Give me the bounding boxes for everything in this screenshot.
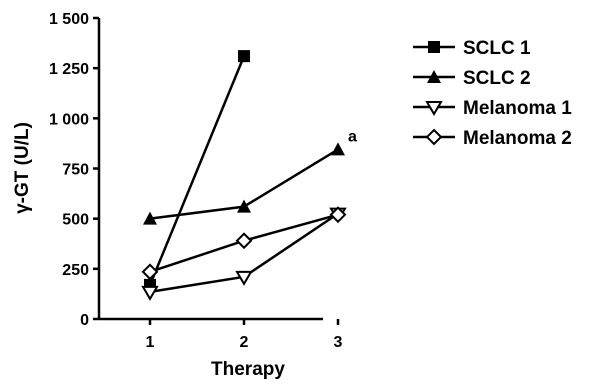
x-tick-label: 1 (146, 334, 155, 351)
series-line-sclc-1 (148, 55, 246, 286)
point-melanoma-1 (235, 270, 253, 286)
legend-marker-sclc-1 (428, 41, 440, 53)
y-tick-label: 1 000 (49, 111, 89, 128)
plot-lines (148, 55, 339, 294)
legend-marker-melanoma-2 (425, 128, 443, 146)
legend-label-melanoma-2: Melanoma 2 (463, 128, 572, 149)
y-tick-label: 250 (62, 262, 89, 279)
x-tick-label: 3 (334, 334, 343, 351)
markers (141, 50, 347, 301)
y-tick-label: 1 500 (49, 11, 89, 28)
legend-marker-melanoma-1 (425, 101, 443, 116)
point-sclc-2 (331, 142, 345, 156)
legend-label-melanoma-1: Melanoma 1 (463, 98, 572, 119)
y-tick-label: 0 (80, 312, 89, 329)
legend-label-sclc-1: SCLC 1 (463, 38, 531, 59)
point-sclc-2 (143, 211, 157, 225)
y-tick-label: 750 (62, 162, 89, 179)
legend-label-sclc-2: SCLC 2 (463, 68, 531, 89)
point-melanoma-1 (141, 285, 159, 301)
y-axis-title: γ-GT (U/L) (12, 122, 33, 214)
annotations: a (348, 128, 357, 145)
legend: SCLC 1 SCLC 2 Melanoma 1 Melanoma 2 (413, 38, 572, 149)
x-tick-label: 2 (240, 334, 249, 351)
axes: 0 250 500 750 1 000 1 250 1 500 1 2 3 (49, 11, 343, 351)
point-melanoma-2 (141, 263, 159, 281)
annotation-label: a (348, 128, 357, 145)
point-sclc-2 (237, 199, 251, 213)
y-tick-label: 500 (62, 212, 89, 229)
y-tick-label: 1 250 (49, 61, 89, 78)
point-melanoma-2 (329, 206, 347, 224)
point-melanoma-2 (235, 232, 253, 250)
point-sclc-1 (238, 50, 250, 63)
legend-marker-sclc-2 (427, 70, 441, 83)
x-axis-title: Therapy (211, 359, 285, 380)
